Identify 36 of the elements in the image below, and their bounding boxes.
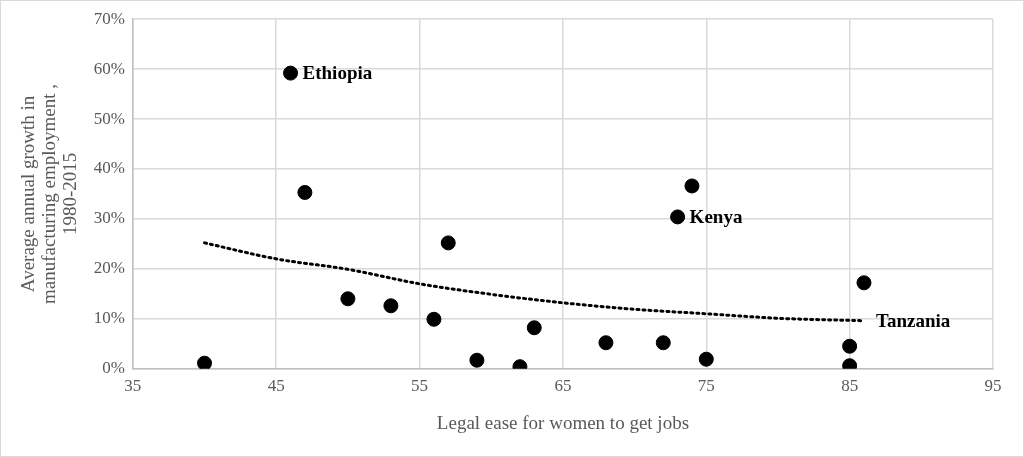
x-tick-label: 45 xyxy=(267,376,285,396)
y-tick-label: 30% xyxy=(93,208,125,228)
annotation: Tanzania xyxy=(875,309,951,331)
point xyxy=(340,291,356,307)
point xyxy=(598,335,614,351)
annotation: Kenya xyxy=(689,205,743,227)
point xyxy=(283,65,299,81)
x-tick-label: 95 xyxy=(984,376,1002,396)
y-tick-label: 40% xyxy=(93,158,125,178)
point xyxy=(655,335,671,351)
point xyxy=(526,320,542,336)
point xyxy=(842,338,858,354)
x-tick-label: 55 xyxy=(411,376,429,396)
x-tick-label: 75 xyxy=(697,376,715,396)
y-tick-label: 60% xyxy=(93,58,125,78)
y-tick-label: 50% xyxy=(93,108,125,128)
point xyxy=(856,275,872,291)
x-tick-label: 35 xyxy=(124,376,142,396)
annotation: Ethiopia xyxy=(302,62,373,84)
y-axis-title: Average annual growth in manufacturing employment , 1980-2015 xyxy=(17,83,81,304)
y-tick-label: 70% xyxy=(93,8,125,28)
x-tick-label: 85 xyxy=(841,376,859,396)
point xyxy=(698,351,714,367)
point xyxy=(684,178,700,194)
y-tick-label: 0% xyxy=(102,358,125,378)
point xyxy=(383,298,399,314)
x-tick-label: 65 xyxy=(554,376,572,396)
point xyxy=(197,355,213,369)
y-tick-label: 20% xyxy=(93,258,125,278)
point xyxy=(426,311,442,327)
point xyxy=(670,209,686,225)
point xyxy=(297,184,313,200)
y-tick-label: 10% xyxy=(93,308,125,328)
point xyxy=(440,235,456,251)
x-axis-title: Legal ease for women to get jobs xyxy=(436,411,690,433)
point xyxy=(469,352,485,368)
